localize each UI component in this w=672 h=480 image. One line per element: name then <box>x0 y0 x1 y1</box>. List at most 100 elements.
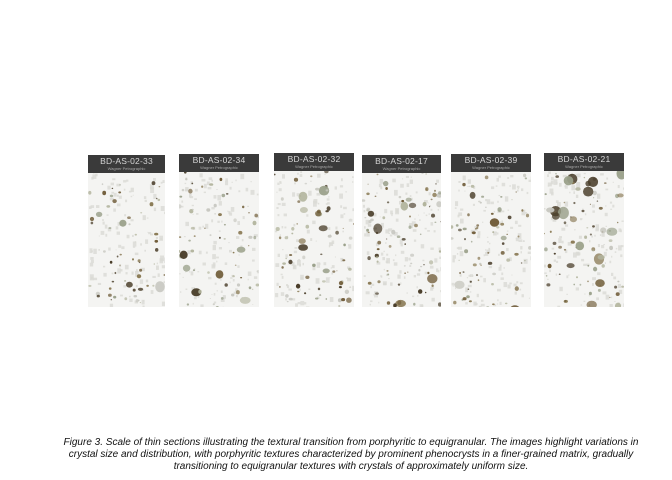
matrix-grain <box>455 201 459 207</box>
matrix-grain <box>327 202 330 205</box>
matrix-grain <box>591 204 595 208</box>
crystal-grain <box>617 280 620 283</box>
matrix-grain <box>310 238 313 241</box>
crystal-grain <box>585 180 591 187</box>
crystal-grain <box>224 283 228 287</box>
matrix-grain <box>366 231 370 237</box>
matrix-grain <box>293 250 298 254</box>
slide-sublabel: Wagner Petrographic <box>472 165 510 170</box>
thin-section-6: BD-AS-02-21 Wagner Petrographic <box>544 153 624 307</box>
matrix-grain <box>115 249 117 251</box>
crystal-grain <box>462 297 467 301</box>
matrix-grain <box>334 256 336 258</box>
matrix-grain <box>112 178 116 181</box>
crystal-grain <box>89 216 95 222</box>
crystal-grain <box>436 201 441 208</box>
matrix-grain <box>209 298 211 299</box>
matrix-grain <box>308 190 312 196</box>
crystal-grain <box>480 264 482 266</box>
matrix-grain <box>200 304 204 307</box>
matrix-grain <box>299 174 303 177</box>
crystal-grain <box>275 227 280 231</box>
matrix-grain <box>395 254 397 257</box>
crystal-grain <box>545 275 548 277</box>
matrix-grain <box>561 227 566 231</box>
matrix-grain <box>187 250 191 255</box>
matrix-grain <box>352 176 354 178</box>
matrix-grain <box>277 214 280 217</box>
matrix-grain <box>132 194 134 196</box>
matrix-grain <box>135 271 139 277</box>
crystal-grain <box>315 210 322 217</box>
crystal-grain <box>401 238 406 241</box>
matrix-grain <box>129 295 131 298</box>
matrix-grain <box>227 210 229 213</box>
matrix-grain <box>382 257 385 261</box>
matrix-grain <box>576 182 581 189</box>
matrix-grain <box>142 305 145 307</box>
crystal-grain <box>592 177 597 181</box>
crystal-grain <box>438 302 441 307</box>
matrix-grain <box>328 245 331 248</box>
crystal-grain <box>593 197 595 199</box>
matrix-grain <box>123 180 127 183</box>
matrix-grain <box>348 244 352 249</box>
crystal-grain <box>219 177 223 182</box>
crystal-grain <box>470 240 473 243</box>
crystal-grain <box>209 234 212 237</box>
matrix-grain <box>144 199 147 202</box>
matrix-grain <box>388 228 393 232</box>
matrix-grain <box>467 179 471 184</box>
crystal-grain <box>546 283 551 287</box>
matrix-grain <box>284 226 287 229</box>
crystal-grain <box>182 264 191 272</box>
crystal-grain <box>462 271 465 273</box>
crystal-grain <box>368 220 372 224</box>
matrix-grain <box>488 247 491 250</box>
matrix-grain <box>276 282 279 286</box>
matrix-grain <box>89 262 94 267</box>
matrix-grain <box>569 191 571 194</box>
crystal-grain <box>251 288 254 290</box>
matrix-grain <box>192 302 194 305</box>
crystal-grain <box>555 175 559 178</box>
matrix-grain <box>339 185 344 188</box>
matrix-grain <box>507 177 510 179</box>
matrix-grain <box>430 208 433 211</box>
crystal-grain <box>225 193 229 195</box>
matrix-grain <box>417 295 419 297</box>
crystal-grain <box>570 240 575 244</box>
matrix-grain <box>586 263 590 266</box>
matrix-grain <box>189 271 191 273</box>
matrix-grain <box>400 183 404 188</box>
crystal-grain <box>116 255 119 258</box>
crystal-grain <box>212 303 215 306</box>
matrix-grain <box>468 185 471 187</box>
matrix-grain <box>190 271 194 276</box>
matrix-grain <box>509 282 512 285</box>
matrix-grain <box>240 173 245 180</box>
matrix-grain <box>385 242 387 244</box>
matrix-grain <box>89 248 93 254</box>
matrix-grain <box>605 225 607 227</box>
matrix-grain <box>436 268 439 273</box>
matrix-grain <box>459 274 462 277</box>
matrix-grain <box>163 281 165 284</box>
crystal-grain <box>218 213 222 217</box>
crystal-grain <box>181 188 185 192</box>
matrix-grain <box>414 218 416 220</box>
crystal-grain <box>477 256 481 260</box>
crystal-grain <box>338 286 342 289</box>
matrix-grain <box>281 275 284 279</box>
crystal-grain <box>425 173 427 175</box>
matrix-grain <box>156 265 159 270</box>
matrix-grain <box>506 230 509 232</box>
matrix-grain <box>478 305 482 307</box>
crystal-grain <box>429 260 434 265</box>
matrix-grain <box>116 194 119 197</box>
matrix-grain <box>592 283 594 286</box>
matrix-grain <box>147 231 149 233</box>
crystal-grain <box>293 177 299 182</box>
crystal-grain <box>410 253 415 257</box>
matrix-grain <box>521 294 524 298</box>
